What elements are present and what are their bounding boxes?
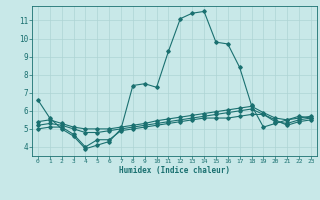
- X-axis label: Humidex (Indice chaleur): Humidex (Indice chaleur): [119, 166, 230, 175]
